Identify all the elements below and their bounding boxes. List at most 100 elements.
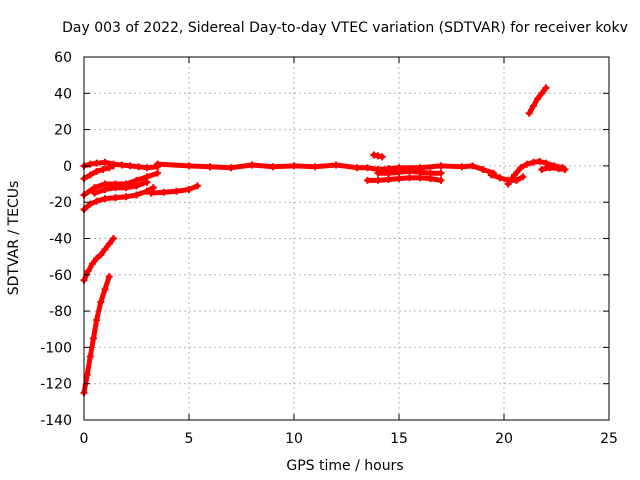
data-point xyxy=(109,235,117,242)
x-tick-label: 10 xyxy=(285,431,303,447)
data-point xyxy=(160,188,168,196)
data-point xyxy=(101,285,109,293)
data-point xyxy=(126,162,134,170)
data-point xyxy=(534,95,542,103)
data-point xyxy=(353,164,361,172)
data-point xyxy=(109,162,117,170)
chart-title: Day 003 of 2022, Sidereal Day-to-day VTE… xyxy=(62,20,628,36)
data-point xyxy=(525,109,533,117)
data-point xyxy=(374,169,382,177)
data-point xyxy=(143,187,151,195)
data-point xyxy=(374,176,382,184)
y-tick-label: -120 xyxy=(40,377,72,393)
data-point xyxy=(416,168,424,176)
data-point xyxy=(542,159,550,167)
data-point xyxy=(93,197,101,205)
series-arc-neg12 xyxy=(91,178,151,197)
data-point xyxy=(122,193,130,201)
data-point xyxy=(479,166,487,174)
data-point xyxy=(135,163,143,171)
data-point xyxy=(118,161,126,169)
data-point xyxy=(555,165,563,173)
data-point xyxy=(469,162,476,170)
grid-lines xyxy=(84,57,609,420)
series-arc-rise-21 xyxy=(504,157,567,188)
data-point xyxy=(93,254,101,262)
data-point xyxy=(112,184,119,192)
data-point xyxy=(143,164,151,172)
data-point xyxy=(97,298,105,306)
data-point xyxy=(83,371,91,379)
x-axis-label: GPS time / hours xyxy=(286,458,403,474)
data-point xyxy=(427,169,434,177)
data-point xyxy=(122,184,130,192)
data-point xyxy=(529,158,537,166)
data-point xyxy=(86,200,94,208)
data-point xyxy=(523,160,531,168)
series-arc-neg40 xyxy=(80,235,117,284)
y-tick-label: -60 xyxy=(49,268,72,284)
data-point xyxy=(406,167,413,175)
data-point xyxy=(185,162,193,170)
data-point xyxy=(88,260,96,268)
data-point xyxy=(93,167,101,175)
data-point xyxy=(147,189,155,197)
data-point xyxy=(511,171,518,179)
data-point xyxy=(133,191,140,199)
series-arc-steep-22 xyxy=(525,84,550,117)
data-point xyxy=(395,175,403,183)
data-point xyxy=(513,176,521,184)
data-point xyxy=(91,189,98,197)
x-tick-label: 15 xyxy=(390,431,408,447)
x-tick-label: 5 xyxy=(185,431,194,447)
data-point xyxy=(364,164,371,172)
series-arc-block-22 xyxy=(538,164,569,174)
data-point xyxy=(311,163,319,171)
data-point xyxy=(206,163,214,171)
data-point xyxy=(437,169,445,177)
data-point xyxy=(227,164,235,172)
data-point xyxy=(529,102,537,110)
data-point xyxy=(487,171,495,179)
x-tick-label: 25 xyxy=(600,431,618,447)
data-point xyxy=(99,166,107,174)
data-point xyxy=(149,184,157,192)
series-arc-blip-14 xyxy=(370,151,386,161)
data-point xyxy=(458,163,466,171)
data-point xyxy=(93,316,101,324)
data-point xyxy=(332,161,340,169)
data-point xyxy=(290,162,298,170)
data-point xyxy=(105,164,113,172)
data-point xyxy=(105,273,113,281)
data-point xyxy=(406,174,413,182)
y-tick-label: 0 xyxy=(63,159,72,175)
data-point xyxy=(185,185,193,193)
data-point xyxy=(86,352,94,360)
data-point xyxy=(105,240,113,248)
y-tick-label: -40 xyxy=(49,232,72,248)
data-point xyxy=(437,176,445,184)
y-tick-label: 60 xyxy=(54,50,72,66)
data-point xyxy=(86,171,94,179)
data-point xyxy=(89,334,97,342)
data-point xyxy=(112,194,119,202)
data-point xyxy=(143,178,151,186)
axis-ticks: 0 5 10 15 20 25 60 40 20 0 -20 -40 -60 -80 -100 -120 -14… xyxy=(40,50,618,447)
series-arc-neg125 xyxy=(80,273,113,397)
data-point xyxy=(561,166,569,174)
x-tick-label: 20 xyxy=(495,431,513,447)
data-points xyxy=(80,84,569,397)
data-point xyxy=(496,174,504,182)
data-point xyxy=(546,164,554,172)
data-point xyxy=(395,168,403,176)
data-point xyxy=(437,162,445,170)
data-point xyxy=(133,182,140,190)
data-point xyxy=(248,161,256,169)
series-arc-neg14 xyxy=(147,182,201,197)
data-point xyxy=(517,164,525,172)
y-tick-label: -80 xyxy=(49,304,72,320)
series-arc-neg-steep xyxy=(80,162,117,183)
data-point xyxy=(385,176,392,184)
data-point xyxy=(101,185,109,193)
